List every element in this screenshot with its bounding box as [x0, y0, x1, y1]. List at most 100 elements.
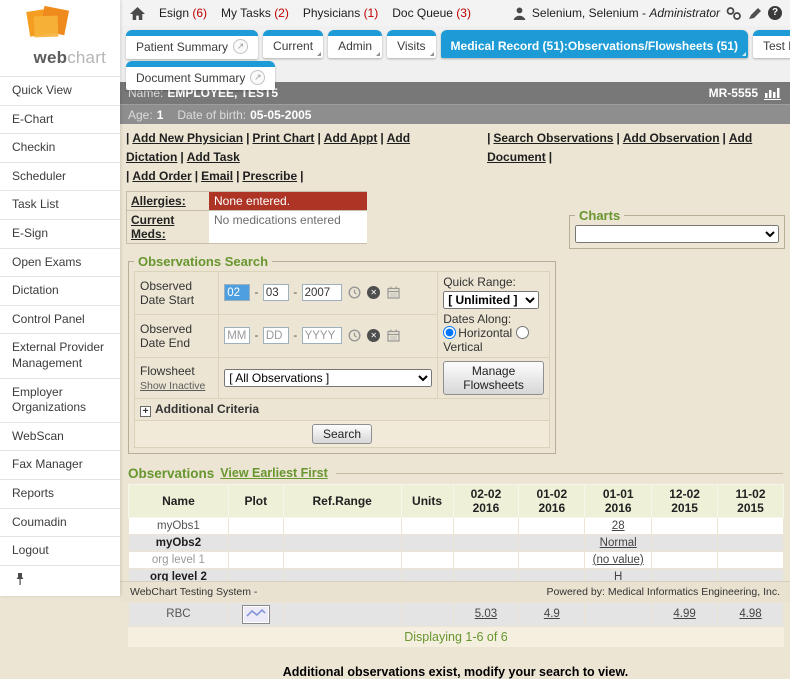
- footer: WebChart Testing System - Powered by: Me…: [120, 581, 790, 602]
- current-meds-link[interactable]: Current Meds: [131, 212, 175, 241]
- vertical-radio[interactable]: [515, 325, 529, 339]
- charts-select[interactable]: [575, 225, 779, 243]
- search-button[interactable]: Search: [311, 423, 373, 444]
- sidebar-item-checkin[interactable]: Checkin: [0, 133, 120, 162]
- footer-left-text: WebChart Testing System -: [130, 586, 258, 598]
- bar-chart-icon[interactable]: [764, 87, 782, 100]
- expand-plus-icon[interactable]: +: [140, 405, 151, 417]
- help-icon[interactable]: ?: [768, 6, 782, 20]
- menu-item-my-tasks[interactable]: My Tasks (2): [221, 6, 289, 20]
- plot-sparkline-button[interactable]: [241, 604, 270, 624]
- quick-range-select[interactable]: [ Unlimited ]: [443, 290, 540, 309]
- date-start-day-input[interactable]: [262, 284, 289, 302]
- clear-date-icon[interactable]: ✕: [367, 285, 381, 299]
- sidebar-item-control-panel[interactable]: Control Panel: [0, 304, 120, 334]
- link-add-order[interactable]: Add Order: [132, 169, 192, 184]
- sidebar-item-e-sign[interactable]: E-Sign: [0, 218, 120, 248]
- menu-item-esign[interactable]: Esign (6): [159, 6, 207, 20]
- sidebar-item-open-exams[interactable]: Open Exams: [0, 247, 120, 277]
- sidebar-item-webscan[interactable]: WebScan: [0, 421, 120, 451]
- date-end-day-input[interactable]: [262, 327, 289, 345]
- observation-value-link[interactable]: H: [614, 570, 623, 583]
- clock-icon[interactable]: [348, 286, 361, 299]
- observation-value-link[interactable]: Normal: [599, 536, 637, 549]
- sidebar-item-task-list[interactable]: Task List: [0, 190, 120, 219]
- date-start-month-input[interactable]: [224, 284, 251, 302]
- observation-value-link[interactable]: (no value): [592, 553, 644, 566]
- user-role: Administrator: [649, 6, 720, 20]
- calendar-icon[interactable]: [386, 329, 400, 342]
- menu-item-label: My Tasks: [221, 6, 271, 20]
- observation-value-link[interactable]: 4.98: [739, 608, 762, 621]
- tab-patient-summary[interactable]: Patient Summary ↗: [126, 30, 259, 59]
- col-date-3: 01-01 2016: [584, 483, 653, 518]
- observed-date-end-inputs: - - ✕: [218, 313, 439, 358]
- tab-medical-record-active[interactable]: Medical Record (51):Observations/Flowshe…: [440, 30, 748, 58]
- pencil-icon[interactable]: [748, 7, 762, 20]
- sidebar-item-dictation[interactable]: Dictation: [0, 276, 120, 305]
- date-end-year-input[interactable]: [301, 327, 342, 345]
- link-email[interactable]: Email: [201, 169, 234, 184]
- link-search-observations[interactable]: Search Observations: [493, 131, 614, 145]
- sidebar-item-scheduler[interactable]: Scheduler: [0, 161, 120, 191]
- patient-dob: 05-05-2005: [250, 107, 312, 122]
- link-add-document[interactable]: Add Document: [487, 131, 753, 165]
- allergies-value: None entered.: [209, 191, 367, 211]
- tab-test-results[interactable]: Test Results: [752, 30, 790, 58]
- link-add-task[interactable]: Add Task: [186, 150, 240, 165]
- show-inactive-link[interactable]: Show Inactive: [140, 379, 206, 392]
- observation-value-link[interactable]: 28: [611, 519, 625, 532]
- observation-value-link[interactable]: 5.03: [474, 608, 498, 621]
- link-add-dictation[interactable]: Add Dictation: [126, 131, 411, 165]
- popup-arrow-icon[interactable]: ↗: [233, 39, 249, 54]
- tab-current[interactable]: Current: [263, 30, 324, 58]
- patient-banner-2: Age: 1 Date of birth: 05-05-2005: [120, 104, 790, 124]
- tab-label: Document Summary: [136, 70, 246, 85]
- current-meds-value: No medications entered: [209, 210, 367, 243]
- link-print-chart[interactable]: Print Chart: [252, 131, 315, 145]
- menu-item-physicians[interactable]: Physicians (1): [303, 6, 378, 20]
- content-area: | Add New Physician | Print Chart | Add Appt |…: [120, 124, 790, 679]
- link-add-new-physician[interactable]: Add New Physician: [132, 131, 244, 145]
- sidebar-item-reports[interactable]: Reports: [0, 478, 120, 508]
- menu-item-doc-queue[interactable]: Doc Queue (3): [392, 6, 471, 20]
- user-name: Selenium, Selenium -: [531, 6, 646, 20]
- manage-flowsheets-button[interactable]: Manage Flowsheets: [443, 360, 544, 395]
- flowsheet-select[interactable]: [ All Observations ]: [224, 368, 433, 387]
- col-units: Units: [400, 483, 454, 518]
- clear-date-icon[interactable]: ✕: [367, 328, 381, 342]
- sidebar-item-e-chart[interactable]: E-Chart: [0, 104, 120, 134]
- observed-date-start-inputs: - - ✕: [218, 270, 439, 315]
- sidebar-item-employer-organizations[interactable]: Employer Organizations: [0, 377, 120, 422]
- sidebar-item-logout[interactable]: Logout: [0, 536, 120, 565]
- popup-arrow-icon[interactable]: ↗: [250, 70, 266, 85]
- sidebar-item-external-provider-management[interactable]: External Provider Management: [0, 333, 120, 377]
- tab-document-summary[interactable]: Document Summary ↗: [126, 61, 276, 90]
- link-add-appt[interactable]: Add Appt: [323, 131, 378, 145]
- tab-admin[interactable]: Admin: [328, 30, 383, 58]
- view-earliest-first-link[interactable]: View Earliest First: [220, 466, 328, 481]
- sidebar-item-quick-view[interactable]: Quick View: [0, 76, 120, 105]
- sidebar-item-coumadin[interactable]: Coumadin: [0, 507, 120, 537]
- chain-link-icon[interactable]: [726, 6, 742, 20]
- table-header-row: Name Plot Ref.Range Units 02-02 2016 01-0…: [128, 483, 784, 518]
- action-links-row2: | Add Order | Email | Prescribe |: [126, 169, 304, 184]
- sidebar-item-fax-manager[interactable]: Fax Manager: [0, 450, 120, 479]
- footer-right-text: Powered by: Medical Informatics Engineer…: [546, 586, 780, 598]
- col-plot: Plot: [227, 483, 284, 518]
- pin-icon[interactable]: [15, 572, 25, 586]
- horizontal-radio[interactable]: [443, 325, 457, 339]
- observation-value-link[interactable]: 4.9: [543, 608, 560, 621]
- tab-visits[interactable]: Visits: [387, 30, 436, 58]
- date-start-year-input[interactable]: [301, 284, 342, 302]
- date-end-month-input[interactable]: [224, 327, 251, 345]
- clock-icon[interactable]: [348, 329, 361, 342]
- home-icon[interactable]: [130, 6, 145, 20]
- additional-criteria-row: + Additional Criteria: [134, 397, 550, 421]
- link-add-observation[interactable]: Add Observation: [622, 131, 720, 145]
- calendar-icon[interactable]: [386, 286, 400, 299]
- allergies-link[interactable]: Allergies: [131, 193, 182, 208]
- link-prescribe[interactable]: Prescribe: [242, 169, 298, 184]
- tab-label: Admin: [338, 39, 373, 53]
- observation-value-link[interactable]: 4.99: [673, 608, 696, 621]
